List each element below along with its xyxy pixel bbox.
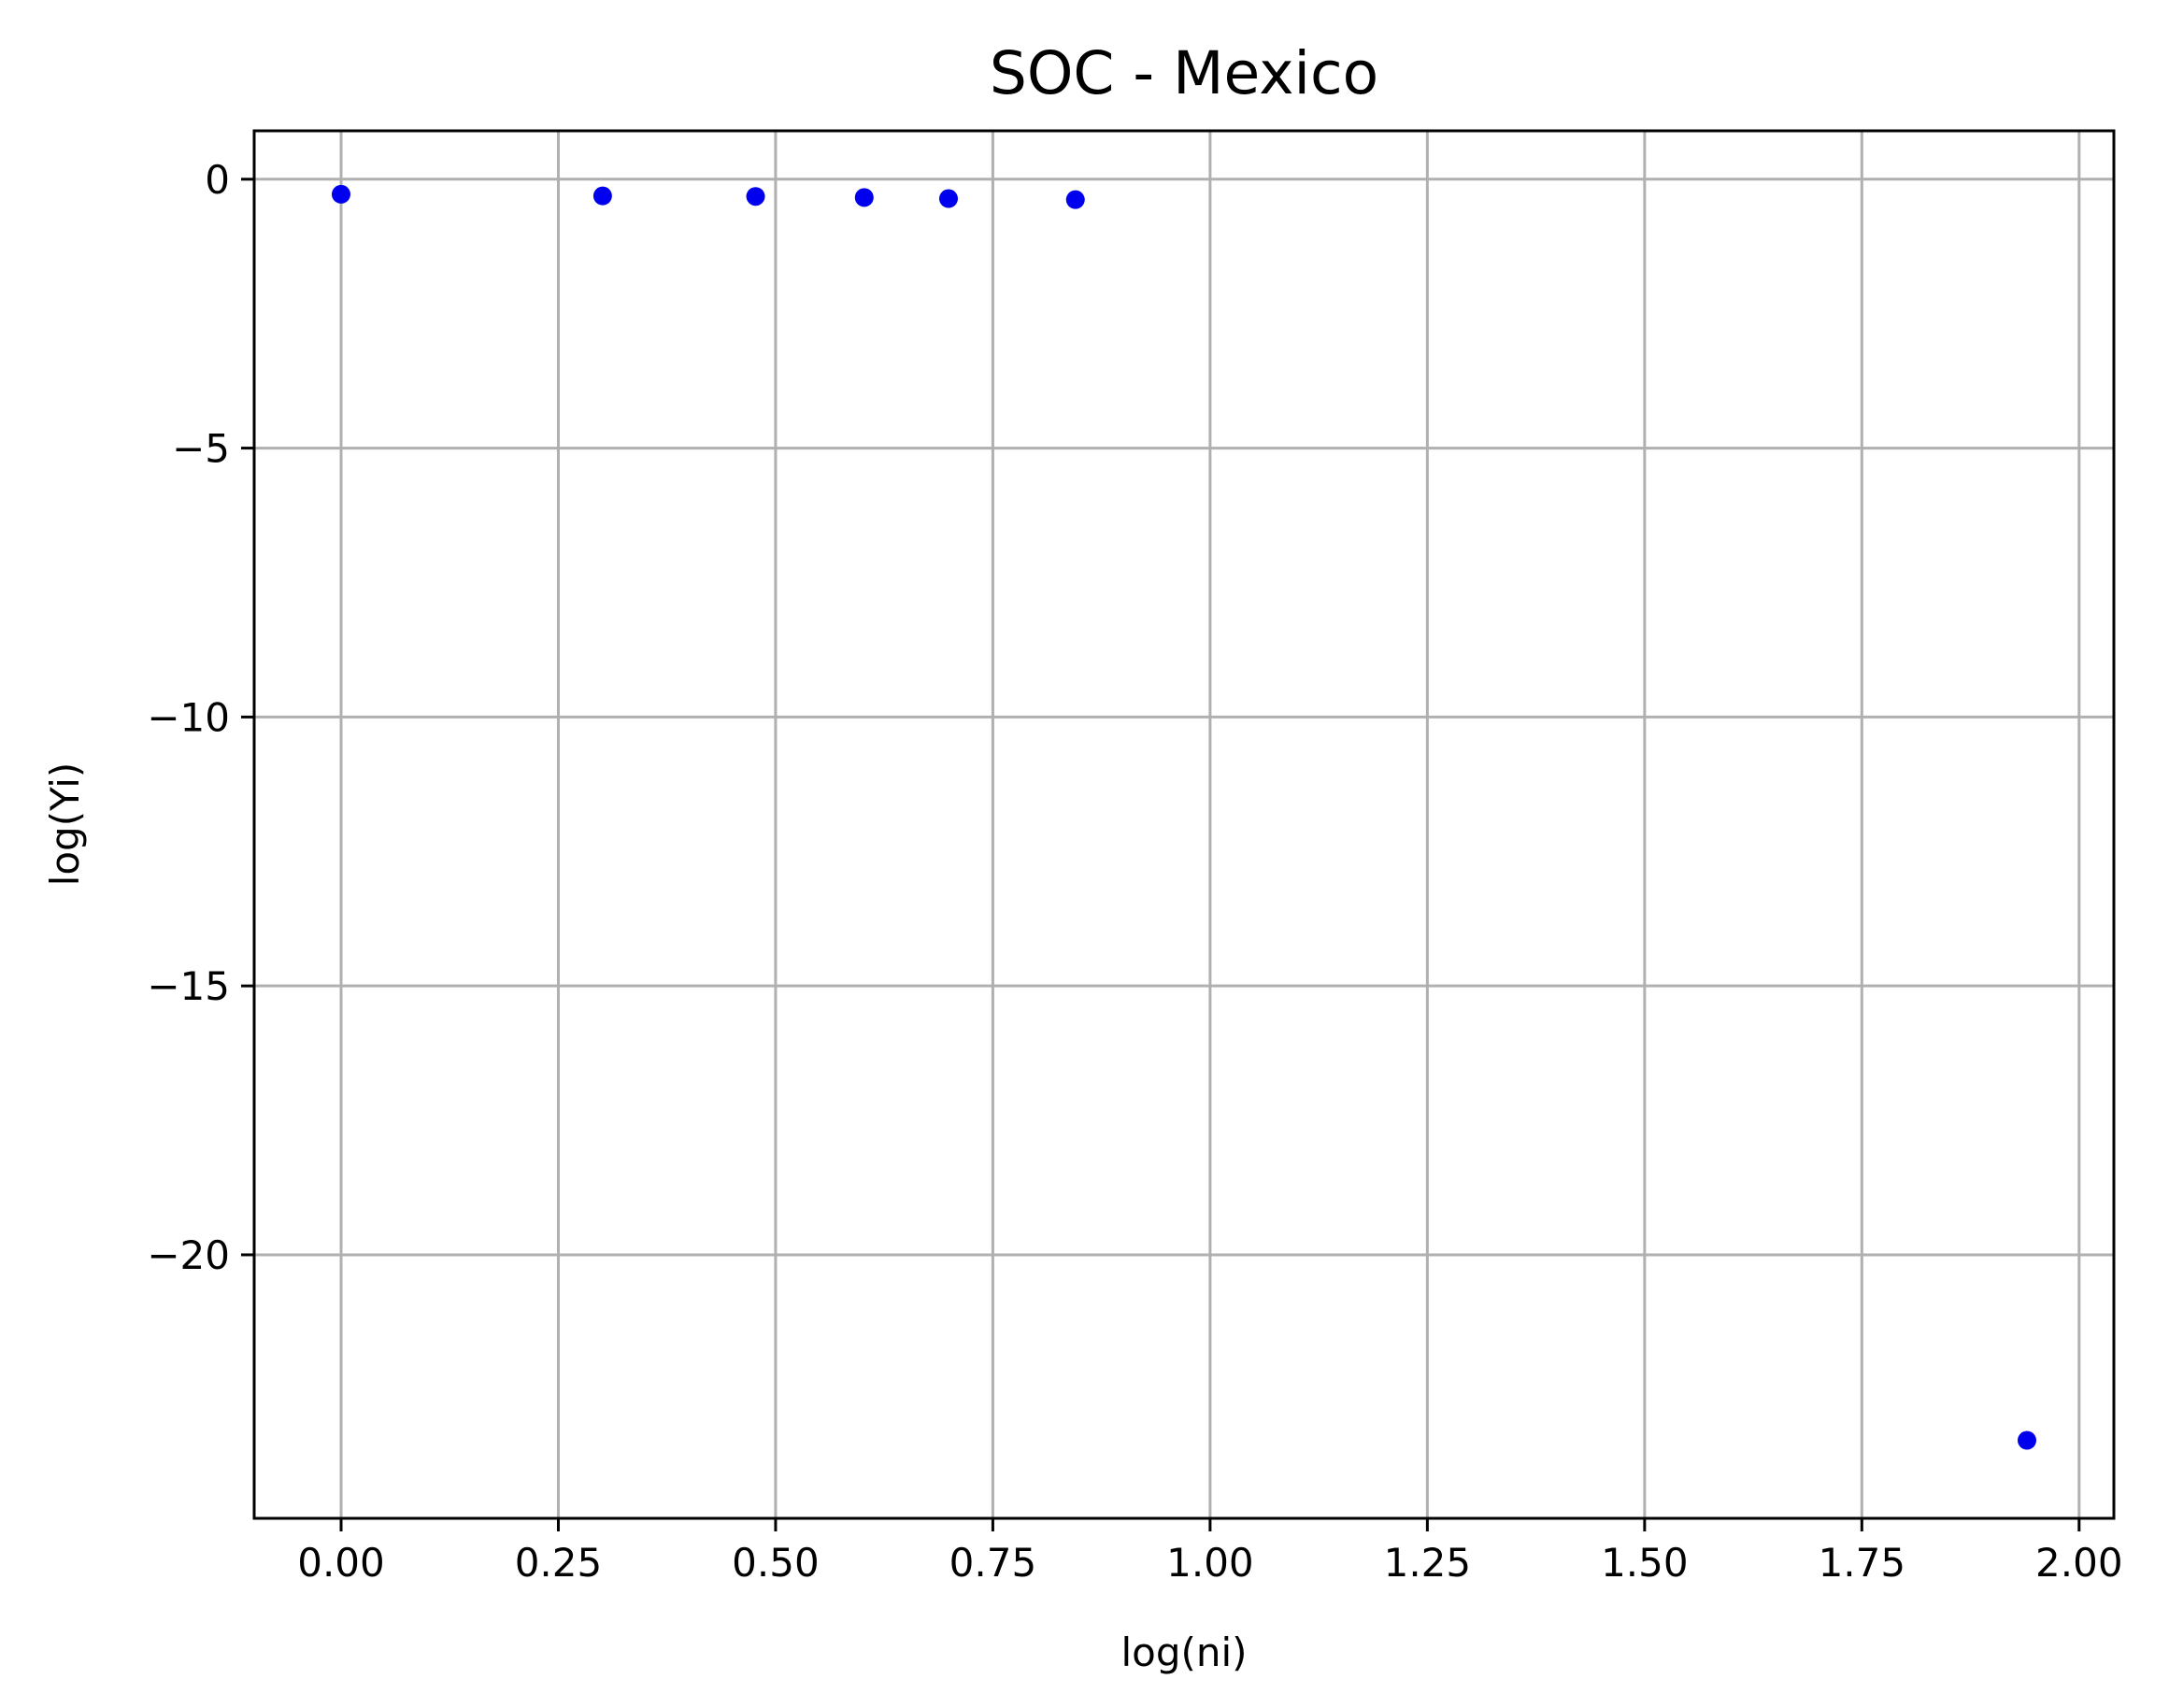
- data-point: [854, 188, 874, 207]
- x-axis-ticks: 0.00 0.25 0.50 0.75 1.00 1.25 1.50 1.75 2.00: [297, 1518, 2123, 1586]
- chart-title: SOC - Mexico: [990, 39, 1378, 107]
- x-tick-label: 1.75: [1819, 1540, 1906, 1586]
- x-tick-label: 0.50: [732, 1540, 820, 1586]
- x-tick-label: 1.00: [1166, 1540, 1254, 1586]
- y-tick-label: −5: [172, 426, 230, 472]
- y-tick-label: −10: [147, 694, 230, 740]
- y-tick-label: −15: [147, 963, 230, 1009]
- data-points: [331, 184, 2037, 1450]
- x-axis-label: log(ni): [1120, 1630, 1247, 1675]
- y-axis-label: log(Yi): [42, 762, 88, 887]
- y-tick-label: −20: [147, 1232, 230, 1278]
- data-point: [331, 184, 350, 204]
- plot-frame: [252, 129, 2116, 1520]
- data-point: [2018, 1430, 2037, 1450]
- x-tick-label: 1.50: [1601, 1540, 1689, 1586]
- x-tick-label: 2.00: [2035, 1540, 2123, 1586]
- x-tick-label: 1.25: [1384, 1540, 1472, 1586]
- x-tick-label: 0.75: [949, 1540, 1037, 1586]
- data-point: [592, 186, 612, 206]
- data-point: [746, 187, 765, 206]
- x-tick-label: 0.25: [515, 1540, 603, 1586]
- x-tick-label: 0.00: [297, 1540, 385, 1586]
- y-axis-ticks: 0 −5 −10 −15 −20: [147, 157, 254, 1278]
- grid: [254, 131, 2114, 1518]
- y-tick-label: 0: [205, 157, 230, 203]
- data-point: [1065, 190, 1085, 209]
- data-point: [938, 189, 958, 208]
